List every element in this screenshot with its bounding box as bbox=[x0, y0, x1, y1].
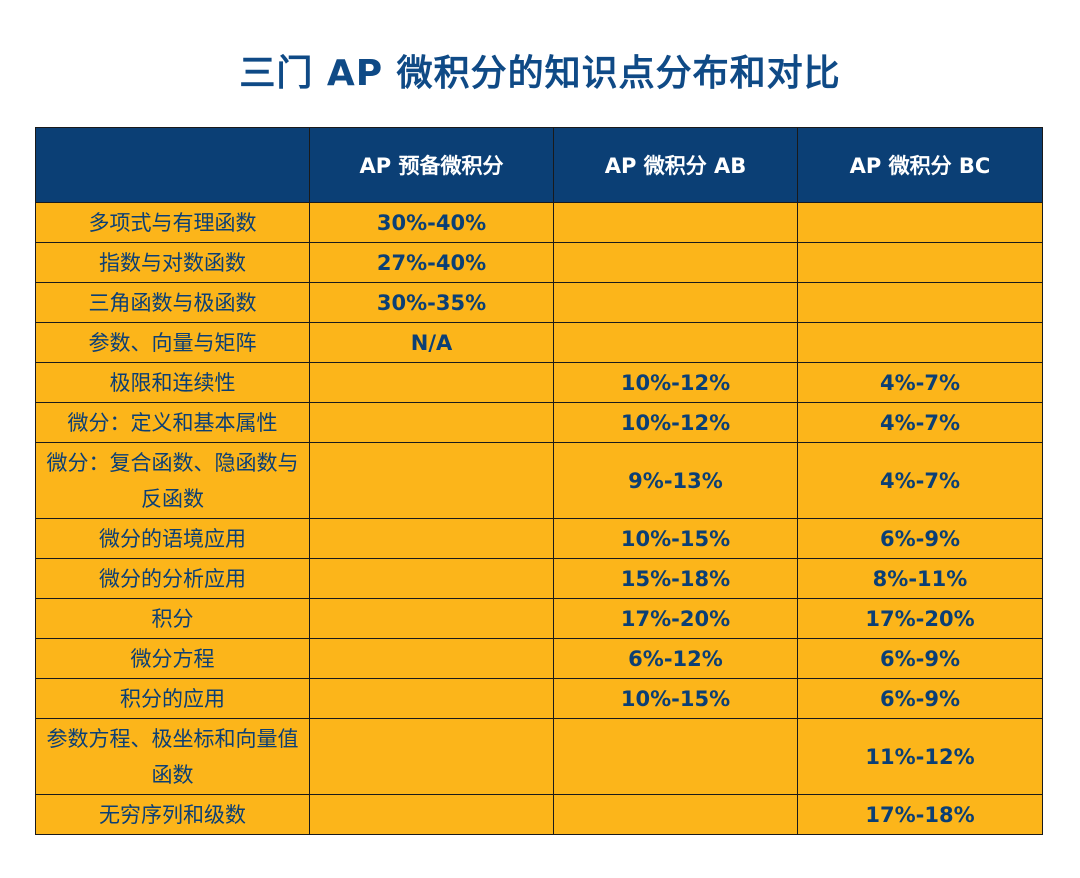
precalc-cell bbox=[309, 442, 554, 519]
bc-cell bbox=[797, 242, 1043, 283]
bc-cell: 8%-11% bbox=[797, 558, 1043, 599]
table-row: 微分的语境应用 10%-15% 6%-9% bbox=[35, 518, 1043, 559]
ab-cell bbox=[553, 202, 798, 243]
ab-cell: 9%-13% bbox=[553, 442, 798, 519]
ab-cell: 10%-15% bbox=[553, 678, 798, 719]
precalc-cell bbox=[309, 598, 554, 639]
table-row: 积分的应用 10%-15% 6%-9% bbox=[35, 678, 1043, 719]
precalc-cell bbox=[309, 638, 554, 679]
precalc-cell: 27%-40% bbox=[309, 242, 554, 283]
bc-cell: 4%-7% bbox=[797, 402, 1043, 443]
precalc-cell bbox=[309, 518, 554, 559]
table-row: 多项式与有理函数 30%-40% bbox=[35, 202, 1043, 243]
topic-cell: 多项式与有理函数 bbox=[35, 202, 310, 243]
precalc-cell: 30%-40% bbox=[309, 202, 554, 243]
table-row: 三角函数与极函数 30%-35% bbox=[35, 282, 1043, 323]
bc-cell: 4%-7% bbox=[797, 362, 1043, 403]
topic-cell: 指数与对数函数 bbox=[35, 242, 310, 283]
ab-cell: 15%-18% bbox=[553, 558, 798, 599]
bc-cell: 11%-12% bbox=[797, 718, 1043, 795]
precalc-cell bbox=[309, 402, 554, 443]
precalc-cell: 30%-35% bbox=[309, 282, 554, 323]
ab-cell bbox=[553, 794, 798, 835]
bc-cell: 17%-18% bbox=[797, 794, 1043, 835]
precalc-cell bbox=[309, 362, 554, 403]
table-row: 微分：复合函数、隐函数与反函数 9%-13% 4%-7% bbox=[35, 442, 1043, 519]
table-row: 指数与对数函数 27%-40% bbox=[35, 242, 1043, 283]
page-title: 三门 AP 微积分的知识点分布和对比 bbox=[239, 53, 841, 94]
ab-cell: 10%-12% bbox=[553, 362, 798, 403]
table-row: 极限和连续性 10%-12% 4%-7% bbox=[35, 362, 1043, 403]
precalc-cell bbox=[309, 678, 554, 719]
topic-cell: 积分 bbox=[35, 598, 310, 639]
topic-cell: 微分：复合函数、隐函数与反函数 bbox=[35, 442, 310, 519]
bc-cell bbox=[797, 282, 1043, 323]
bc-cell: 6%-9% bbox=[797, 678, 1043, 719]
ab-cell bbox=[553, 282, 798, 323]
header-ap-calculus-bc: AP 微积分 BC bbox=[797, 127, 1043, 203]
table-row: 参数方程、极坐标和向量值函数 11%-12% bbox=[35, 718, 1043, 795]
bc-cell bbox=[797, 322, 1043, 363]
knowledge-distribution-table: AP 预备微积分 AP 微积分 AB AP 微积分 BC 多项式与有理函数 30… bbox=[35, 127, 1043, 835]
bc-cell: 17%-20% bbox=[797, 598, 1043, 639]
topic-cell: 积分的应用 bbox=[35, 678, 310, 719]
bc-cell: 6%-9% bbox=[797, 518, 1043, 559]
ab-cell bbox=[553, 322, 798, 363]
ab-cell bbox=[553, 242, 798, 283]
precalc-cell: N/A bbox=[309, 322, 554, 363]
table-row: 微分：定义和基本属性 10%-12% 4%-7% bbox=[35, 402, 1043, 443]
ab-cell: 6%-12% bbox=[553, 638, 798, 679]
precalc-cell bbox=[309, 558, 554, 599]
table-row: 无穷序列和级数 17%-18% bbox=[35, 794, 1043, 835]
bc-cell bbox=[797, 202, 1043, 243]
topic-cell: 微分的分析应用 bbox=[35, 558, 310, 599]
topic-cell: 三角函数与极函数 bbox=[35, 282, 310, 323]
bc-cell: 6%-9% bbox=[797, 638, 1043, 679]
table-row: 微分方程 6%-12% 6%-9% bbox=[35, 638, 1043, 679]
topic-cell: 无穷序列和级数 bbox=[35, 794, 310, 835]
topic-cell: 微分的语境应用 bbox=[35, 518, 310, 559]
ab-cell: 10%-12% bbox=[553, 402, 798, 443]
ab-cell bbox=[553, 718, 798, 795]
topic-cell: 参数、向量与矩阵 bbox=[35, 322, 310, 363]
topic-cell: 极限和连续性 bbox=[35, 362, 310, 403]
table-row: 积分 17%-20% 17%-20% bbox=[35, 598, 1043, 639]
header-topic bbox=[35, 127, 310, 203]
header-ap-calculus-ab: AP 微积分 AB bbox=[553, 127, 798, 203]
topic-cell: 参数方程、极坐标和向量值函数 bbox=[35, 718, 310, 795]
topic-cell: 微分方程 bbox=[35, 638, 310, 679]
table-row: 微分的分析应用 15%-18% 8%-11% bbox=[35, 558, 1043, 599]
table-row: 参数、向量与矩阵 N/A bbox=[35, 322, 1043, 363]
precalc-cell bbox=[309, 718, 554, 795]
precalc-cell bbox=[309, 794, 554, 835]
bc-cell: 4%-7% bbox=[797, 442, 1043, 519]
topic-cell: 微分：定义和基本属性 bbox=[35, 402, 310, 443]
table-header-row: AP 预备微积分 AP 微积分 AB AP 微积分 BC bbox=[35, 127, 1043, 203]
ab-cell: 17%-20% bbox=[553, 598, 798, 639]
ab-cell: 10%-15% bbox=[553, 518, 798, 559]
header-ap-precalculus: AP 预备微积分 bbox=[309, 127, 554, 203]
